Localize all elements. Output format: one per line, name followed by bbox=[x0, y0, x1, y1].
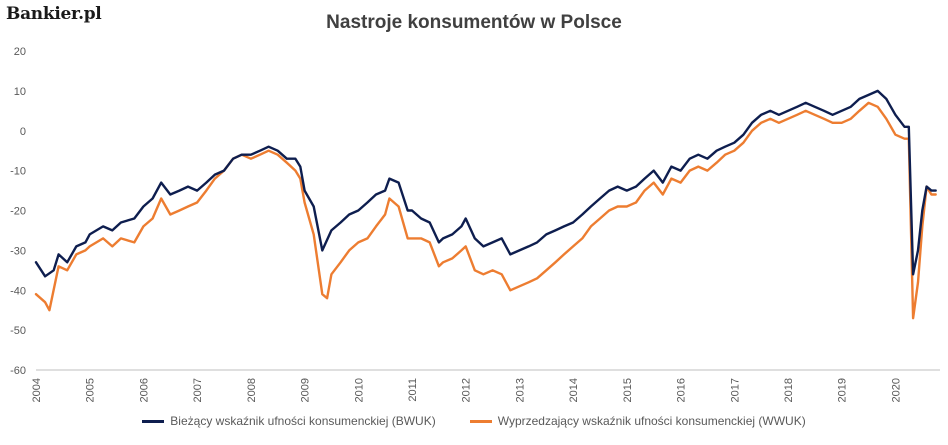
x-tick-label: 2017 bbox=[729, 378, 741, 402]
x-tick-label: 2014 bbox=[568, 378, 580, 402]
y-tick-label: -20 bbox=[10, 206, 26, 218]
y-tick-label: 20 bbox=[14, 46, 26, 58]
x-tick-label: 2007 bbox=[192, 378, 204, 402]
y-tick-label: -10 bbox=[10, 166, 26, 178]
x-tick-label: 2020 bbox=[890, 378, 902, 402]
x-tick-label: 2005 bbox=[85, 378, 97, 402]
x-tick-label: 2015 bbox=[622, 378, 634, 402]
legend-swatch-bwuk bbox=[142, 419, 165, 423]
chart-legend: Bieżący wskaźnik ufności konsumenckiej (… bbox=[0, 414, 948, 428]
series-line-bwuk bbox=[34, 89, 937, 278]
x-tick-label: 2006 bbox=[138, 378, 150, 402]
legend-item-wwuk: Wyprzedzający wskaźnik ufności konsumenc… bbox=[469, 414, 806, 428]
y-tick-label: -30 bbox=[10, 245, 26, 257]
chart-title: Nastroje konsumentów w Polsce bbox=[326, 12, 622, 33]
legend-item-bwuk: Bieżący wskaźnik ufności konsumenckiej (… bbox=[142, 414, 436, 428]
x-tick-label: 2018 bbox=[783, 378, 795, 402]
x-tick-label: 2013 bbox=[514, 378, 526, 402]
x-tick-label: 2010 bbox=[353, 378, 365, 402]
y-tick-label: -50 bbox=[10, 325, 26, 337]
x-tick-label: 2009 bbox=[300, 378, 312, 402]
y-tick-label: -40 bbox=[10, 285, 26, 297]
y-tick-label: 0 bbox=[20, 126, 26, 138]
series-line-wwuk bbox=[34, 101, 937, 320]
x-tick-label: 2012 bbox=[461, 378, 473, 402]
bankier-logo[interactable]: Bankier.pl bbox=[6, 4, 102, 24]
y-tick-label: 10 bbox=[14, 86, 26, 98]
y-tick-label: -60 bbox=[10, 365, 26, 377]
legend-swatch-wwuk bbox=[469, 419, 492, 423]
x-tick-label: 2004 bbox=[31, 378, 43, 402]
x-tick-label: 2019 bbox=[837, 378, 849, 402]
x-tick-label: 2016 bbox=[676, 378, 688, 402]
legend-label-wwuk: Wyprzedzający wskaźnik ufności konsumenc… bbox=[497, 414, 806, 428]
x-tick-label: 2011 bbox=[407, 378, 419, 402]
x-tick-label: 2008 bbox=[246, 378, 258, 402]
legend-label-bwuk: Bieżący wskaźnik ufności konsumenckiej (… bbox=[170, 414, 436, 428]
